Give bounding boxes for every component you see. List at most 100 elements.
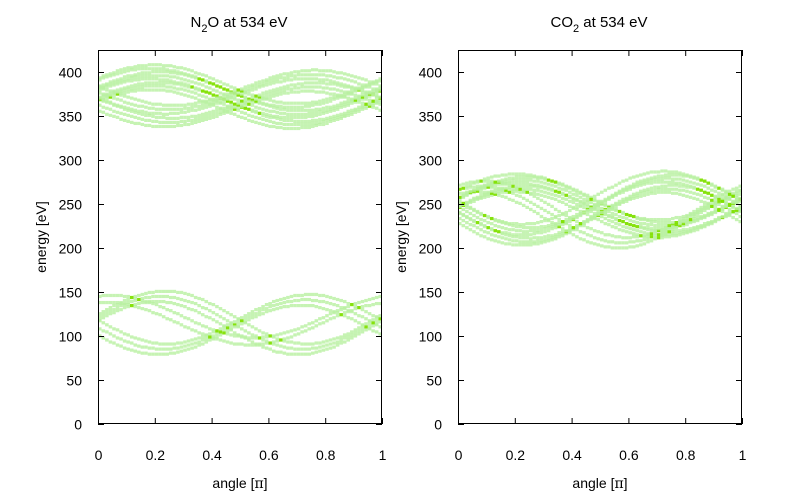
heatmap-cell	[197, 343, 201, 347]
heatmap-cell	[296, 86, 301, 90]
heatmap-cell	[169, 342, 173, 346]
heatmap-cell	[293, 347, 297, 351]
heatmap-cell	[250, 336, 255, 340]
heatmap-cell	[539, 198, 544, 202]
heatmap-cell	[357, 94, 361, 98]
heatmap-cell	[504, 227, 508, 231]
heatmap-cell	[592, 207, 597, 212]
heatmap-cell	[250, 88, 255, 92]
heatmap-cell	[685, 189, 689, 193]
heatmap-cell	[713, 217, 718, 222]
heatmap-cell	[112, 293, 116, 298]
heatmap-cell	[303, 85, 308, 89]
heatmap-cell	[342, 299, 347, 304]
heatmap-cell	[318, 299, 322, 304]
x-tick-label: 0.2	[506, 447, 526, 463]
heatmap-cell	[200, 89, 205, 93]
y-tick-label: 0	[434, 417, 442, 433]
heatmap-cell	[560, 183, 565, 187]
heatmap-cell	[607, 206, 611, 211]
heatmap-cell	[240, 102, 244, 106]
heatmap-cell	[293, 333, 297, 337]
heatmap-cell	[208, 116, 212, 120]
heatmap-cell	[360, 327, 365, 331]
heatmap-cell	[603, 203, 608, 208]
heatmap-cell	[550, 236, 554, 240]
heatmap-cell	[154, 107, 159, 111]
heatmap-cell	[571, 188, 576, 192]
heatmap-cell	[286, 295, 290, 300]
heatmap-cell	[571, 206, 576, 211]
heatmap-cell	[158, 305, 162, 309]
heatmap-cell	[318, 120, 322, 125]
heatmap-cell	[300, 69, 304, 73]
heatmap-cell	[328, 92, 333, 96]
heatmap-cell	[631, 192, 636, 196]
heatmap-cell	[137, 111, 141, 115]
heatmap-cell	[165, 103, 169, 107]
heatmap-cell	[257, 111, 262, 115]
heatmap-cell	[507, 197, 512, 201]
heatmap-cell	[193, 81, 198, 85]
heatmap-cell	[264, 108, 269, 112]
heatmap-cell	[731, 209, 735, 214]
x-tick-label: 0.8	[316, 447, 336, 463]
heatmap-cell	[190, 95, 194, 99]
heatmap-cell	[204, 117, 209, 121]
heatmap-cell	[176, 296, 180, 301]
heatmap-cell	[328, 69, 333, 73]
heatmap-cell	[264, 123, 269, 128]
heatmap-cell	[98, 300, 102, 305]
heatmap-cell	[101, 300, 106, 305]
heatmap-cell	[518, 184, 522, 188]
heatmap-cell	[656, 221, 661, 225]
heatmap-cell	[300, 325, 304, 329]
heatmap-cell	[321, 73, 326, 77]
heatmap-cell	[507, 185, 512, 189]
heatmap-cell	[161, 120, 166, 125]
heatmap-cell	[137, 72, 141, 76]
heatmap-cell	[663, 221, 668, 225]
heatmap-cell	[161, 115, 166, 119]
heatmap-cells	[98, 63, 382, 356]
heatmap-cell	[596, 237, 600, 241]
heatmap-cell	[489, 227, 494, 231]
heatmap-cell	[575, 207, 579, 212]
heatmap-cell	[115, 69, 120, 73]
heatmap-cell	[642, 188, 647, 192]
heatmap-cell	[293, 341, 297, 345]
heatmap-cell	[678, 188, 682, 192]
heatmap-cell	[674, 181, 679, 185]
heatmap-cell	[261, 84, 265, 88]
heatmap-cell	[115, 328, 120, 332]
heatmap-cell	[692, 209, 696, 214]
heatmap-cell	[250, 325, 255, 329]
heatmap-cell	[154, 341, 159, 345]
heatmap-cell	[621, 241, 625, 245]
heatmap-cell	[610, 203, 615, 208]
heatmap-cell	[578, 191, 583, 195]
heatmap-cell	[279, 301, 283, 306]
heatmap-cell	[610, 234, 615, 238]
heatmap-cell	[314, 113, 319, 117]
heatmap-cell	[321, 348, 326, 352]
heatmap-cell	[300, 77, 304, 81]
heatmap-cell	[475, 232, 480, 236]
heatmap-cell	[603, 212, 608, 217]
heatmap-cell	[311, 73, 315, 77]
heatmap-cell	[293, 119, 297, 124]
heatmap-cell	[560, 220, 565, 224]
heatmap-cell	[335, 103, 340, 107]
heatmap-cell	[183, 82, 187, 86]
heatmap-cell	[318, 85, 322, 89]
heatmap-cell	[671, 216, 675, 221]
heatmap-cell	[550, 204, 554, 209]
heatmap-cell	[332, 116, 336, 120]
heatmap-cell	[268, 109, 272, 113]
heatmap-cell	[129, 114, 134, 118]
heatmap-cell	[275, 77, 280, 81]
heatmap-cell	[663, 187, 668, 191]
heatmap-cell	[497, 218, 501, 223]
heatmap-cell	[190, 338, 194, 342]
heatmap-cell	[126, 113, 130, 117]
